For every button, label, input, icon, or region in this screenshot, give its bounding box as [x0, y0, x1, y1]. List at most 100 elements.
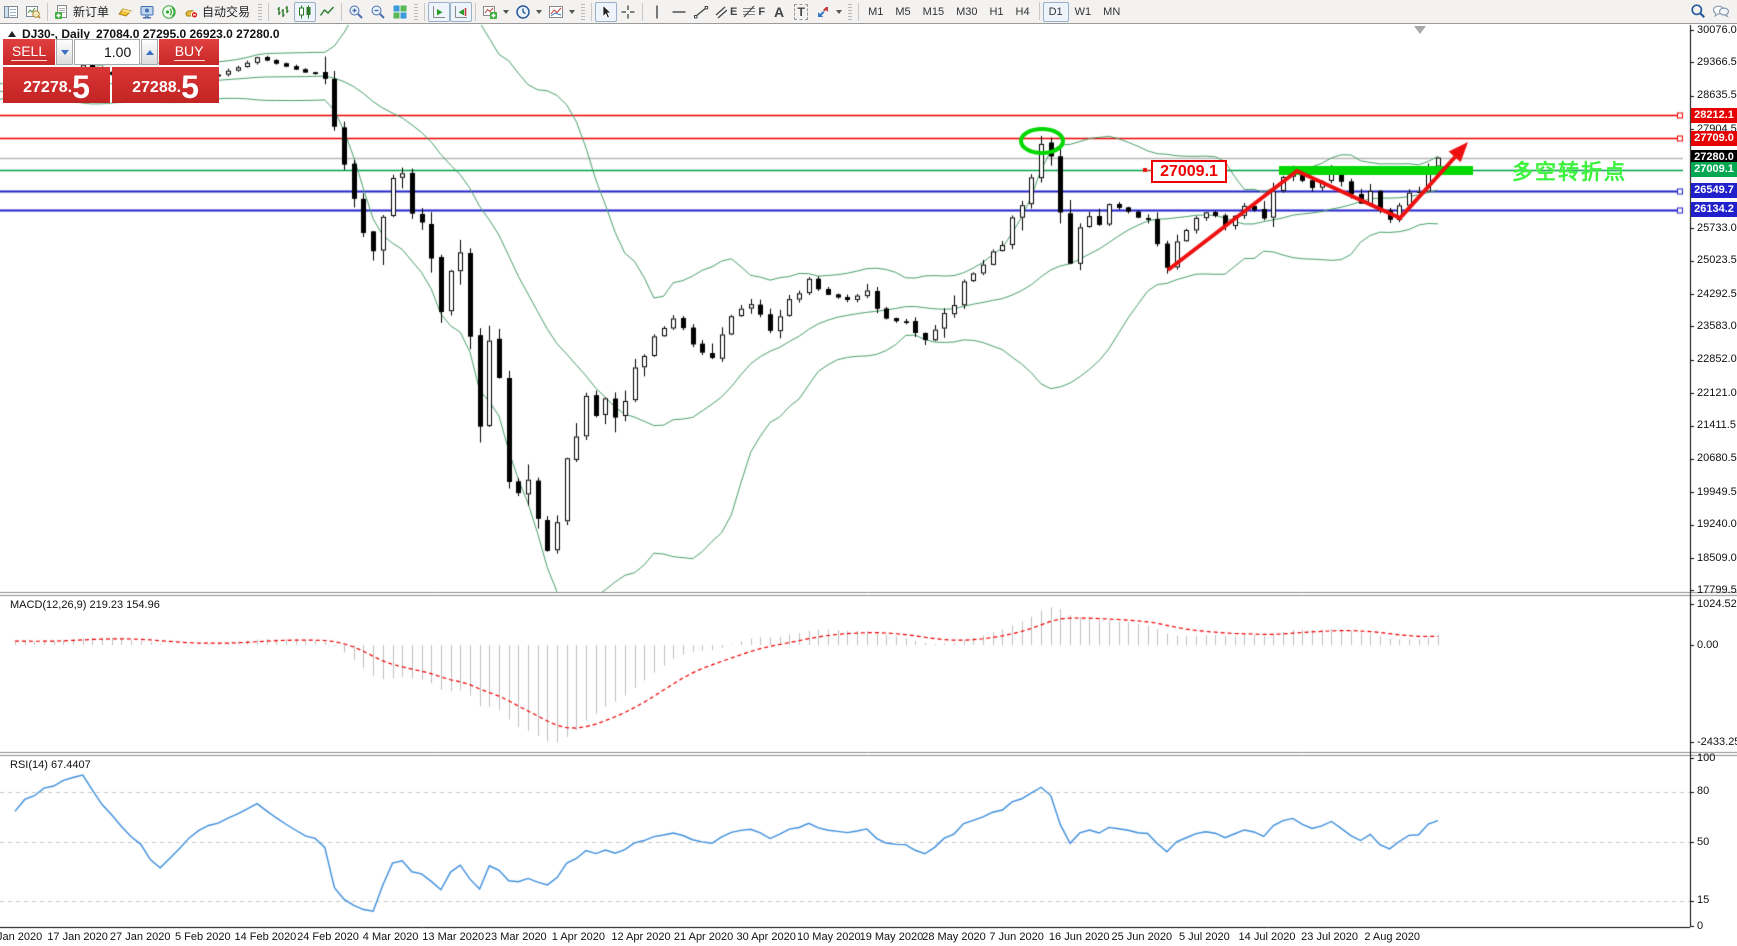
fibonacci-button[interactable]: F — [740, 2, 768, 22]
timeframe-w1[interactable]: W1 — [1074, 5, 1092, 18]
buy-button[interactable]: BUY — [159, 39, 220, 65]
price-tick-label: 23583.0 — [1697, 319, 1737, 332]
zoom-out-button[interactable] — [367, 2, 389, 22]
channel-button[interactable]: E — [712, 2, 740, 22]
zoom-out-icon — [371, 5, 385, 19]
tile-windows-icon — [393, 5, 407, 18]
new-order-label: 新订单 — [73, 5, 110, 19]
market-watch-icon — [4, 5, 18, 18]
crosshair-button[interactable] — [617, 2, 639, 22]
price-tick-label: 18509.0 — [1697, 551, 1737, 564]
price-tick-label: 22121.0 — [1697, 386, 1737, 399]
date-label: 27 Jan 2020 — [109, 931, 171, 943]
new-order-button[interactable]: 新订单 — [51, 2, 114, 22]
volume-input[interactable]: 1.00 — [74, 39, 141, 65]
candlestick-chart-button[interactable] — [294, 1, 317, 22]
buy-price[interactable]: 27288. 5 — [112, 67, 219, 103]
sell-button[interactable]: SELL — [3, 39, 55, 65]
spin-down-icon — [60, 49, 69, 55]
price-tick-label: 30076.0 — [1697, 23, 1737, 36]
turning-point-text: 多空转折点 — [1512, 161, 1627, 184]
trendline-icon — [694, 5, 709, 18]
timeframe-d1[interactable]: D1 — [1042, 1, 1069, 22]
search-icon — [1691, 4, 1705, 18]
timeframe-group: M1 M5 M15 M30 H1 H4 D1 W1 MN — [862, 1, 1126, 22]
date-label: 28 May 2020 — [922, 931, 986, 943]
timeframe-m30[interactable]: M30 — [956, 5, 978, 18]
vps-button[interactable] — [136, 2, 158, 22]
channel-e-glyph: E — [730, 5, 738, 18]
tile-windows-button[interactable] — [389, 2, 411, 22]
vertical-line-button[interactable] — [646, 2, 668, 22]
timeframe-m5[interactable]: M5 — [895, 5, 911, 18]
date-label: 8 Jan 2020 — [0, 931, 43, 943]
zoom-in-button[interactable] — [345, 2, 367, 22]
symbol-period-label: DJ30-, Daily — [22, 27, 91, 41]
date-label: 19 May 2020 — [859, 931, 924, 943]
search-button[interactable] — [1687, 1, 1709, 21]
market-watch-button[interactable] — [0, 2, 22, 22]
date-label: 30 Apr 2020 — [736, 931, 796, 943]
bar-chart-button[interactable] — [272, 2, 294, 22]
label-button[interactable]: T — [790, 2, 812, 22]
price-tick-label: 17799.5 — [1697, 583, 1737, 596]
cursor-icon — [602, 4, 612, 18]
zoom-in-icon — [349, 5, 363, 19]
volume-decrease-button[interactable] — [56, 39, 73, 65]
sell-price[interactable]: 27278. 5 — [3, 67, 110, 103]
fibo-f-glyph: F — [758, 5, 766, 18]
text-button[interactable]: A — [768, 2, 790, 22]
line-chart-button[interactable] — [316, 2, 338, 22]
date-label: 4 Mar 2020 — [362, 931, 419, 943]
deposit-button[interactable] — [114, 2, 136, 22]
crosshair-icon — [621, 5, 635, 18]
trendline-button[interactable] — [690, 2, 712, 22]
price-tick-label: 21411.5 — [1697, 419, 1736, 431]
templates-button[interactable] — [545, 2, 578, 22]
timeframe-m1[interactable]: M1 — [868, 5, 884, 18]
chart-shift-button[interactable] — [450, 1, 473, 22]
bar-chart-icon — [277, 5, 289, 17]
spin-up-icon — [145, 49, 154, 55]
vertical-line-icon — [656, 5, 658, 18]
date-label: 2 Aug 2020 — [1364, 931, 1421, 943]
date-label: 16 Jun 2020 — [1048, 931, 1110, 943]
volume-increase-button[interactable] — [141, 39, 159, 65]
add-indicator-button[interactable] — [479, 2, 512, 22]
periods-button[interactable] — [512, 2, 545, 22]
autotrading-button[interactable]: 自动交易 — [180, 2, 255, 22]
arrows-button[interactable] — [812, 2, 845, 22]
price-tick-label: 19949.5 — [1697, 485, 1737, 498]
timeframe-h4[interactable]: H4 — [1015, 5, 1030, 18]
data-window-button[interactable] — [22, 2, 44, 22]
autoscroll-button[interactable] — [428, 1, 451, 22]
label-t-icon: T — [794, 3, 808, 20]
collapse-trade-panel-icon[interactable] — [8, 31, 16, 37]
chart-shift-icon — [455, 5, 468, 18]
horizontal-line-button[interactable] — [668, 2, 690, 22]
rsi-tick-label: 0 — [1697, 919, 1704, 932]
rsi-tick-label: 80 — [1697, 785, 1710, 798]
cursor-button[interactable] — [595, 1, 618, 22]
price-tick-label: 19240.0 — [1697, 518, 1737, 531]
price-line-tag: 27009.1 — [1691, 162, 1737, 178]
timeframe-h1[interactable]: H1 — [989, 5, 1004, 18]
chart-shift-marker[interactable] — [1414, 26, 1426, 34]
add-indicator-icon — [483, 5, 498, 19]
date-label: 25 Jun 2020 — [1111, 931, 1173, 943]
horizontal-line-icon — [672, 10, 686, 13]
arrows-icon — [818, 6, 829, 17]
toolbar: 新订单 自动交易 — [0, 0, 1737, 24]
timeframe-m15[interactable]: M15 — [922, 5, 945, 18]
data-window-icon — [26, 5, 41, 19]
line-chart-icon — [319, 6, 335, 16]
chart-header: DJ30-, Daily 27084.0 27295.0 26923.0 272… — [8, 27, 280, 41]
vps-monitor-icon — [140, 5, 154, 18]
chat-button[interactable] — [1709, 1, 1733, 21]
timeframe-mn[interactable]: MN — [1103, 5, 1121, 18]
date-label: 5 Jul 2020 — [1179, 931, 1230, 943]
price-line-tag: 28212.1 — [1691, 107, 1737, 123]
community-button[interactable] — [158, 2, 180, 22]
